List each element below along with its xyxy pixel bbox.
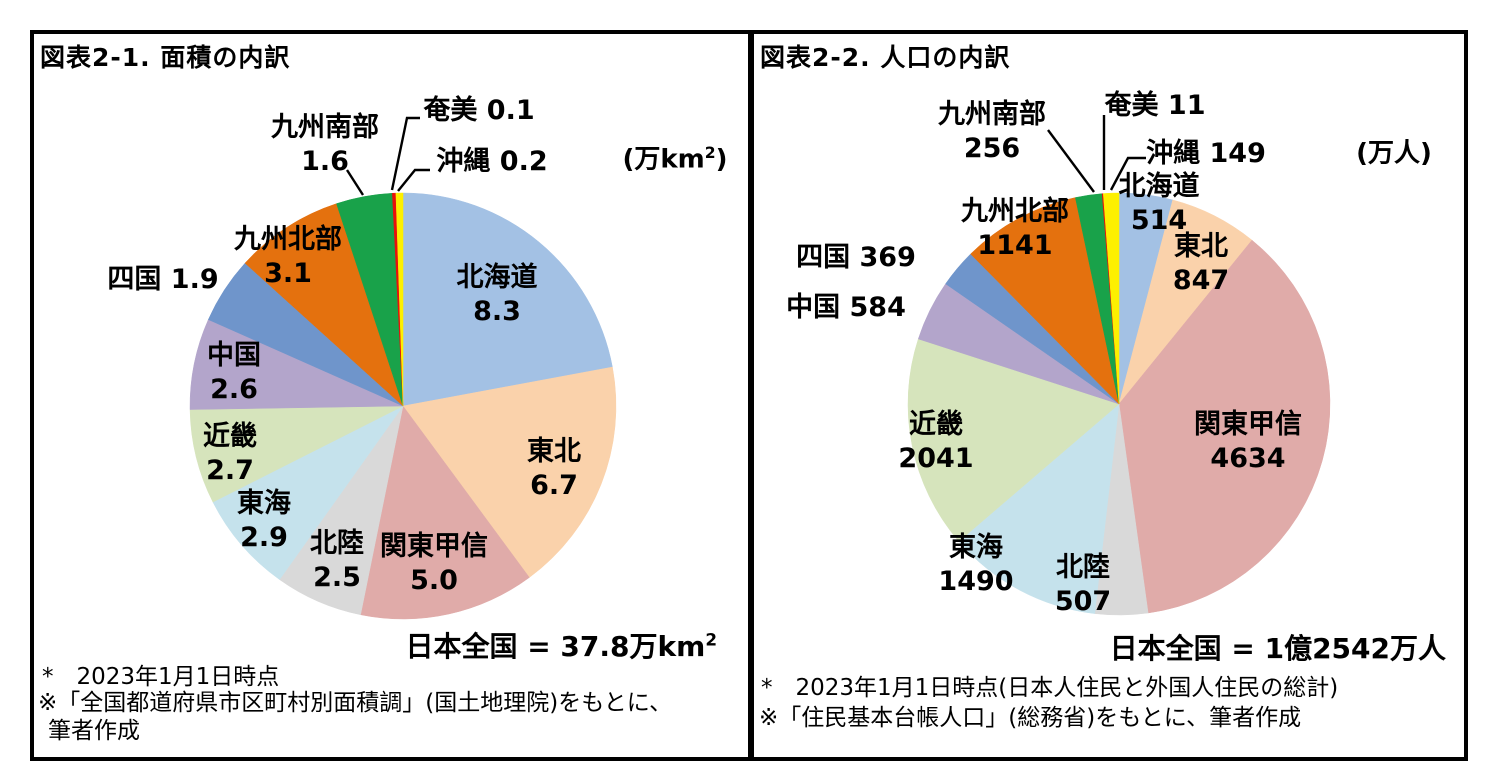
slice-label-沖縄: 沖縄 0.2 xyxy=(436,146,548,177)
slice-value: 847 xyxy=(1172,265,1230,296)
slice-name: 北海道 xyxy=(1118,171,1200,202)
slice-label-北海道: 北海道 514 xyxy=(1119,170,1200,238)
slice-value: 1490 xyxy=(938,566,1014,597)
slice-label-近畿: 近畿 2041 xyxy=(898,408,973,476)
pie-chart xyxy=(189,116,617,620)
leader-line xyxy=(390,116,420,191)
slice-value: 256 xyxy=(963,133,1021,164)
slice-name: 北陸 xyxy=(1056,552,1110,583)
pie-slice-関東甲信 xyxy=(1118,239,1331,614)
slice-value: 2.9 xyxy=(240,522,288,553)
slice-label-中国: 中国 584 xyxy=(786,292,906,323)
slice-label-九州南部: 九州南部 256 xyxy=(938,98,1046,166)
panel-title-area: 図表2-1. 面積の内訳 xyxy=(40,43,291,72)
slice-label-九州北部: 九州北部 1141 xyxy=(961,195,1069,263)
slice-name: 九州北部 xyxy=(234,224,342,255)
slice-name: 近畿 xyxy=(909,409,963,440)
slice-name: 東北 xyxy=(1174,231,1228,262)
slice-label-関東甲信: 関東甲信 5.0 xyxy=(380,530,488,598)
slice-value: 6.7 xyxy=(530,470,578,501)
slice-value: 514 xyxy=(1130,205,1188,236)
slice-value: 2.6 xyxy=(210,374,258,405)
slice-name: 北陸 xyxy=(310,528,364,559)
pie-slice-九州北部 xyxy=(244,203,404,407)
slice-value: 3.1 xyxy=(264,258,312,289)
slice-label-四国: 四国 1.9 xyxy=(107,264,219,295)
slice-name: 近畿 xyxy=(203,421,257,452)
slice-label-近畿: 近畿 2.7 xyxy=(203,420,257,488)
pie-chart xyxy=(907,115,1331,616)
slice-label-東海: 東海 2.9 xyxy=(237,487,291,555)
slice-value: 5.0 xyxy=(410,565,458,596)
slice-value: 1.6 xyxy=(301,146,349,177)
slice-label-四国: 四国 369 xyxy=(796,242,916,273)
slice-value: 2.5 xyxy=(313,562,361,593)
slice-label-東北: 東北 847 xyxy=(1173,230,1229,298)
pie-slice-北海道 xyxy=(402,192,613,407)
total-label-area: 日本全国 = 37.8万km2 xyxy=(405,629,717,663)
slice-value: 2.7 xyxy=(206,455,254,486)
slice-name: 関東甲信 xyxy=(380,531,488,562)
slice-label-東海: 東海 1490 xyxy=(938,531,1013,599)
panel-population-chart: 図表2-2. 人口の内訳 (万人) 日本全国 = 1億2542万人 * 2023… xyxy=(754,34,1464,757)
pie-slice-東海 xyxy=(958,403,1120,614)
pie-slice-関東甲信 xyxy=(360,405,530,620)
panel-title-population: 図表2-2. 人口の内訳 xyxy=(760,43,1011,72)
slice-name: 北海道 xyxy=(456,262,538,293)
pie-slice-九州北部 xyxy=(970,197,1120,405)
slice-label-九州北部: 九州北部 3.1 xyxy=(234,223,342,291)
leader-line xyxy=(1109,156,1146,191)
footnote-line: * 2023年1月1日時点(日本人住民と外国人住民の総計) xyxy=(761,675,1339,701)
figure-outer-border: 図表2-1. 面積の内訳 (万km2) 日本全国 = 37.8万km2 * 20… xyxy=(30,30,1468,761)
slice-label-奄美: 奄美 0.1 xyxy=(423,95,535,126)
slice-value: 4634 xyxy=(1210,443,1286,474)
panel-area-chart: 図表2-1. 面積の内訳 (万km2) 日本全国 = 37.8万km2 * 20… xyxy=(34,34,754,757)
slice-label-中国: 中国 2.6 xyxy=(207,339,261,407)
pie-slice-沖縄 xyxy=(395,192,404,407)
total-label-population: 日本全国 = 1億2542万人 xyxy=(1109,632,1446,665)
footnote-line: 筆者作成 xyxy=(48,718,140,744)
slice-name: 九州北部 xyxy=(961,196,1069,227)
leader-line xyxy=(1047,129,1095,193)
footnote-line: ※「住民基本台帳人口」(総務省)をもとに、筆者作成 xyxy=(759,705,1302,731)
slice-value: 8.3 xyxy=(473,296,521,327)
slice-value: 507 xyxy=(1054,586,1112,617)
footnote-line: * 2023年1月1日時点 xyxy=(42,664,280,690)
pie-slice-東北 xyxy=(402,366,617,578)
slice-name: 中国 xyxy=(207,340,261,371)
slice-label-北海道: 北海道 8.3 xyxy=(457,261,538,329)
slice-value: 2041 xyxy=(898,443,974,474)
slice-label-関東甲信: 関東甲信 4634 xyxy=(1194,408,1302,476)
slice-name: 東北 xyxy=(527,436,581,467)
slice-label-東北: 東北 6.7 xyxy=(527,435,581,503)
slice-name: 九州南部 xyxy=(271,112,379,143)
slice-name: 九州南部 xyxy=(938,99,1046,130)
unit-label-area: (万km2) xyxy=(622,143,728,175)
footnote-line: ※「全国都道府県市区町村別面積調」(国土地理院)をもとに、 xyxy=(38,690,673,716)
unit-label-population: (万人) xyxy=(1356,138,1432,169)
pie-slice-東海 xyxy=(212,405,404,580)
slice-label-北陸: 北陸 2.5 xyxy=(310,527,364,595)
leader-line xyxy=(345,169,365,196)
slice-label-沖縄: 沖縄 149 xyxy=(1146,138,1266,169)
slice-label-九州南部: 九州南部 1.6 xyxy=(271,111,379,179)
slice-name: 関東甲信 xyxy=(1194,409,1302,440)
pie-slice-近畿 xyxy=(907,338,1120,542)
slice-name: 東海 xyxy=(949,532,1003,563)
slice-label-北陸: 北陸 507 xyxy=(1055,551,1111,619)
slice-value: 1141 xyxy=(977,230,1053,261)
slice-name: 東海 xyxy=(237,488,291,519)
pie-slice-沖縄 xyxy=(1102,192,1120,405)
slice-label-奄美: 奄美 11 xyxy=(1104,90,1206,121)
leader-line xyxy=(397,168,430,192)
